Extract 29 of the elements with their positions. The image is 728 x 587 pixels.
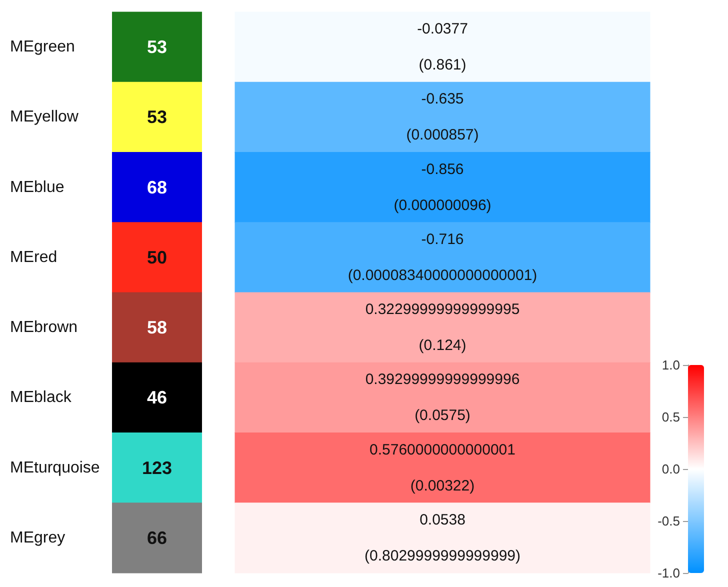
text: 0.0538 (0.8029999999999999) — [364, 511, 520, 564]
y-tick-label: MEbrown — [10, 319, 78, 336]
data-label: 50 — [146, 247, 168, 268]
y-tick-label: MEred — [10, 248, 58, 266]
color-bar-label: -0.5 — [658, 514, 680, 528]
y-tick-label: MEgrey — [10, 529, 66, 546]
y-tick-label: MEturquoise — [10, 459, 100, 476]
data-label: 53 — [146, 107, 168, 128]
color-bar-label: 0.5 — [662, 410, 680, 424]
color-bar-label: 0.0 — [662, 462, 680, 476]
text: -0.0377 (0.861) — [417, 20, 468, 74]
data-label: 123 — [142, 458, 172, 478]
text: 0.5760000000000001 (0.00322) — [370, 441, 516, 494]
color-bar-label: 1.0 — [662, 358, 680, 372]
y-tick-label: MEyellow — [10, 108, 79, 126]
data-label: 53 — [146, 37, 168, 58]
y-tick-label: MEblack — [10, 389, 72, 406]
text: -0.716 (0.00008340000000000001) — [348, 230, 538, 284]
text: 0.32299999999999995 (0.124) — [365, 301, 520, 354]
data-label: 68 — [146, 177, 168, 198]
y-tick-label: MEgreen — [10, 38, 75, 56]
data-label: 58 — [146, 318, 168, 338]
y-tick-label: MEblue — [10, 178, 64, 196]
color-bar-label: -1.0 — [658, 566, 680, 580]
text: 0.39299999999999996 (0.0575) — [365, 371, 520, 424]
data-label: 66 — [146, 528, 168, 548]
data-label: 46 — [146, 388, 168, 408]
text: -0.635 (0.000857) — [406, 90, 479, 144]
text: -0.856 (0.000000096) — [394, 160, 492, 214]
